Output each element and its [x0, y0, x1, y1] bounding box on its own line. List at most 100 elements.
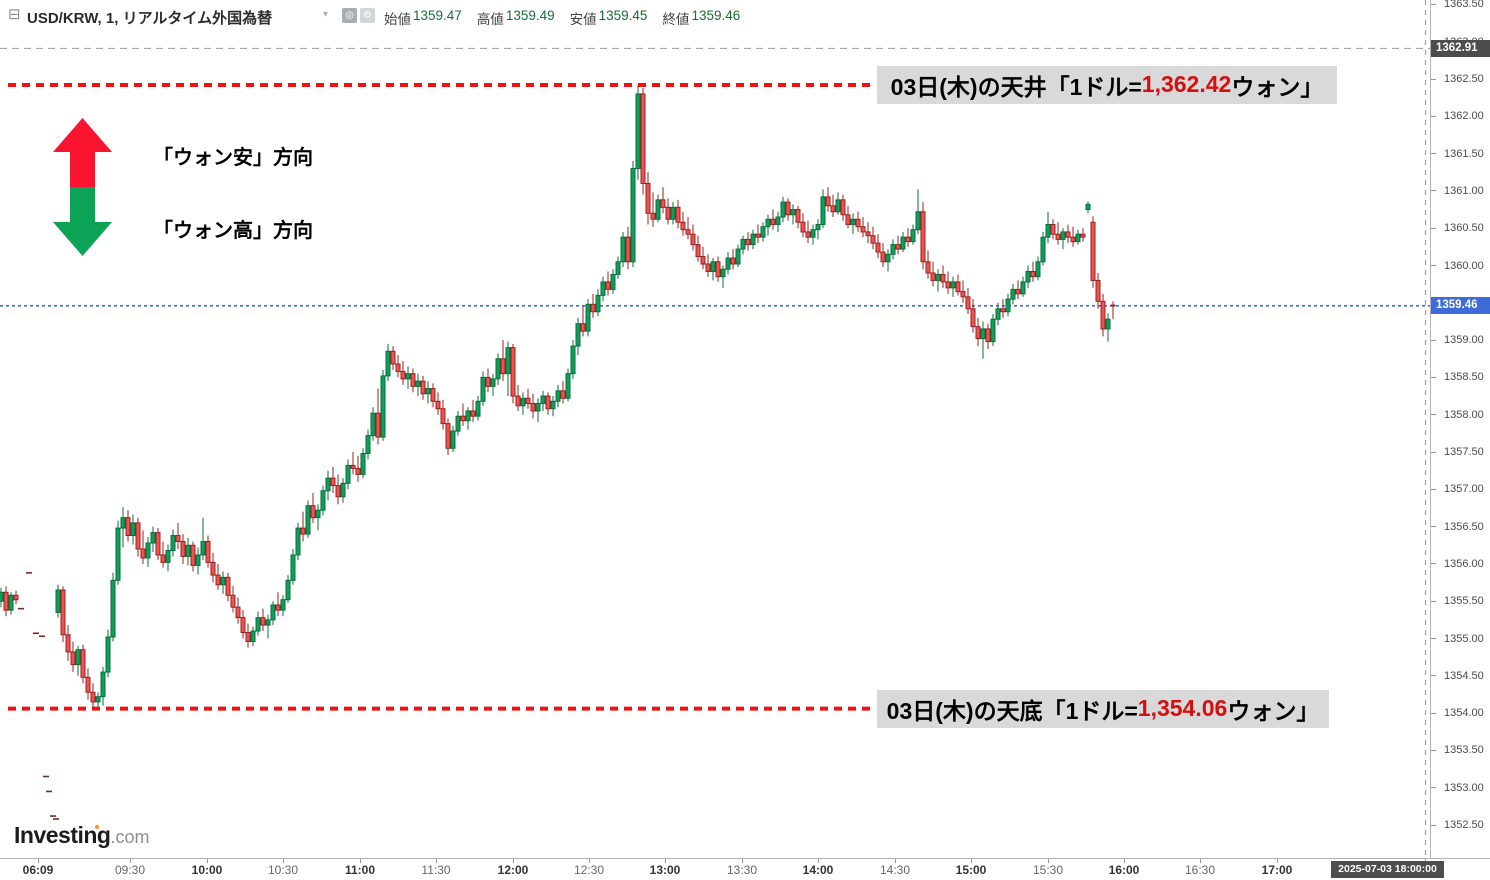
gear-icon[interactable]: ⚙	[360, 8, 375, 23]
candle-down	[895, 244, 901, 250]
visibility-icon[interactable]: ◎	[342, 8, 357, 23]
candle-up	[490, 378, 496, 387]
time-tick	[665, 859, 666, 863]
candle-up	[910, 229, 916, 243]
candle-up	[200, 541, 206, 556]
time-axis[interactable]: 2025-07-03 18:00:00 06:09 09:30 10:00 10:30…	[0, 858, 1490, 880]
price-label: 1357.00	[1444, 483, 1484, 496]
candle-up	[615, 261, 621, 275]
price-label: 1355.50	[1444, 595, 1484, 608]
price-tick	[1431, 712, 1436, 714]
time-label: 14:00	[802, 863, 834, 877]
candle-down	[85, 676, 91, 693]
time-label: 15:00	[955, 863, 987, 877]
candle-up	[950, 281, 956, 289]
candle-down	[925, 261, 931, 274]
candle-up	[145, 542, 151, 559]
collapse-panel-icon[interactable]: ⊟	[8, 6, 21, 23]
candle-down	[755, 233, 761, 238]
candle-down	[430, 388, 436, 402]
candle-up	[185, 544, 191, 557]
annotation-text: ウォン」	[1231, 73, 1324, 100]
chart-header: ⊟ USD/KRW, 1, リアルタイム外国為替 ▾ ◎ ⚙ 始値 1359.47…	[0, 0, 1430, 30]
candle-down	[730, 257, 736, 265]
candle-up	[425, 388, 431, 395]
price-tick	[1431, 824, 1436, 826]
price-label: 1356.00	[1444, 557, 1484, 570]
won-strong-label: 「ウォン高」方向	[153, 220, 313, 242]
price-label: 1357.50	[1444, 446, 1484, 458]
candle-down	[1110, 304, 1116, 307]
candle-up	[345, 464, 351, 484]
annotation-price: 1,362.42	[1141, 71, 1232, 98]
candle-down	[1065, 231, 1071, 238]
candle-down	[1080, 233, 1086, 238]
candle-down	[785, 201, 791, 216]
candle-down	[230, 594, 236, 608]
annotation-text: 03日(木)の天底「1ドル=	[886, 697, 1138, 724]
investing-logo: Investing .com	[14, 822, 149, 849]
candle-down	[865, 231, 871, 237]
candle-up	[710, 261, 716, 272]
high-label: 高値	[476, 12, 504, 27]
candle-up	[305, 505, 311, 535]
candle-down	[945, 281, 951, 289]
price-tick	[1431, 115, 1436, 117]
high-value: 1359.49	[505, 8, 555, 23]
candle-down	[870, 235, 876, 244]
up-arrow-icon	[53, 118, 112, 187]
chevron-down-icon[interactable]: ▾	[323, 9, 329, 20]
price-tick	[1431, 563, 1436, 565]
candle-down	[875, 242, 881, 253]
candle-up	[55, 589, 61, 613]
candle-down	[440, 408, 446, 425]
price-axis[interactable]: 1363.501363.001362.501362.001361.501361.…	[1430, 0, 1490, 858]
time-tick	[38, 859, 39, 863]
price-tick	[1431, 227, 1436, 229]
candle-up	[415, 380, 421, 387]
candle-up	[820, 196, 826, 225]
candle-up	[535, 403, 541, 412]
candle-up	[385, 350, 391, 377]
price-label: 1360.50	[1444, 222, 1484, 235]
candle-up	[600, 281, 606, 296]
candle-down	[930, 272, 936, 281]
price-tick	[1431, 78, 1436, 80]
candle-down	[1090, 221, 1096, 281]
symbol-title[interactable]: USD/KRW, 1, リアルタイム外国為替	[27, 10, 273, 27]
candle-down	[965, 296, 971, 310]
candle-down	[845, 214, 851, 225]
time-tick	[1124, 859, 1125, 863]
candle-down	[60, 589, 66, 636]
time-tick	[1200, 859, 1201, 863]
candle-down	[685, 229, 691, 235]
candle-up	[280, 599, 286, 611]
candle-down	[840, 199, 846, 216]
candle-up	[320, 490, 326, 511]
candle-up	[885, 253, 891, 263]
candle-up	[1045, 223, 1051, 238]
price-tick	[1431, 675, 1436, 677]
candle-down	[445, 423, 451, 449]
candle-down	[300, 527, 306, 535]
candle-down	[65, 634, 71, 653]
candle-up	[935, 273, 941, 281]
candle-up	[760, 226, 766, 238]
candle-down	[715, 261, 721, 278]
price-label: 1362.50	[1444, 73, 1484, 85]
candle-down	[13, 594, 19, 601]
candle-down	[215, 574, 221, 586]
candle-down	[375, 412, 381, 438]
candle-up	[550, 400, 556, 410]
candle-down	[330, 477, 336, 487]
candle-down	[235, 606, 241, 619]
candle-up	[220, 576, 226, 586]
candle-up	[360, 452, 366, 475]
candle-down	[855, 218, 861, 228]
candle-up	[555, 390, 561, 402]
candle-down	[970, 308, 976, 328]
price-tick	[1431, 787, 1436, 789]
candle-down	[160, 554, 166, 563]
candle-down	[390, 350, 396, 365]
